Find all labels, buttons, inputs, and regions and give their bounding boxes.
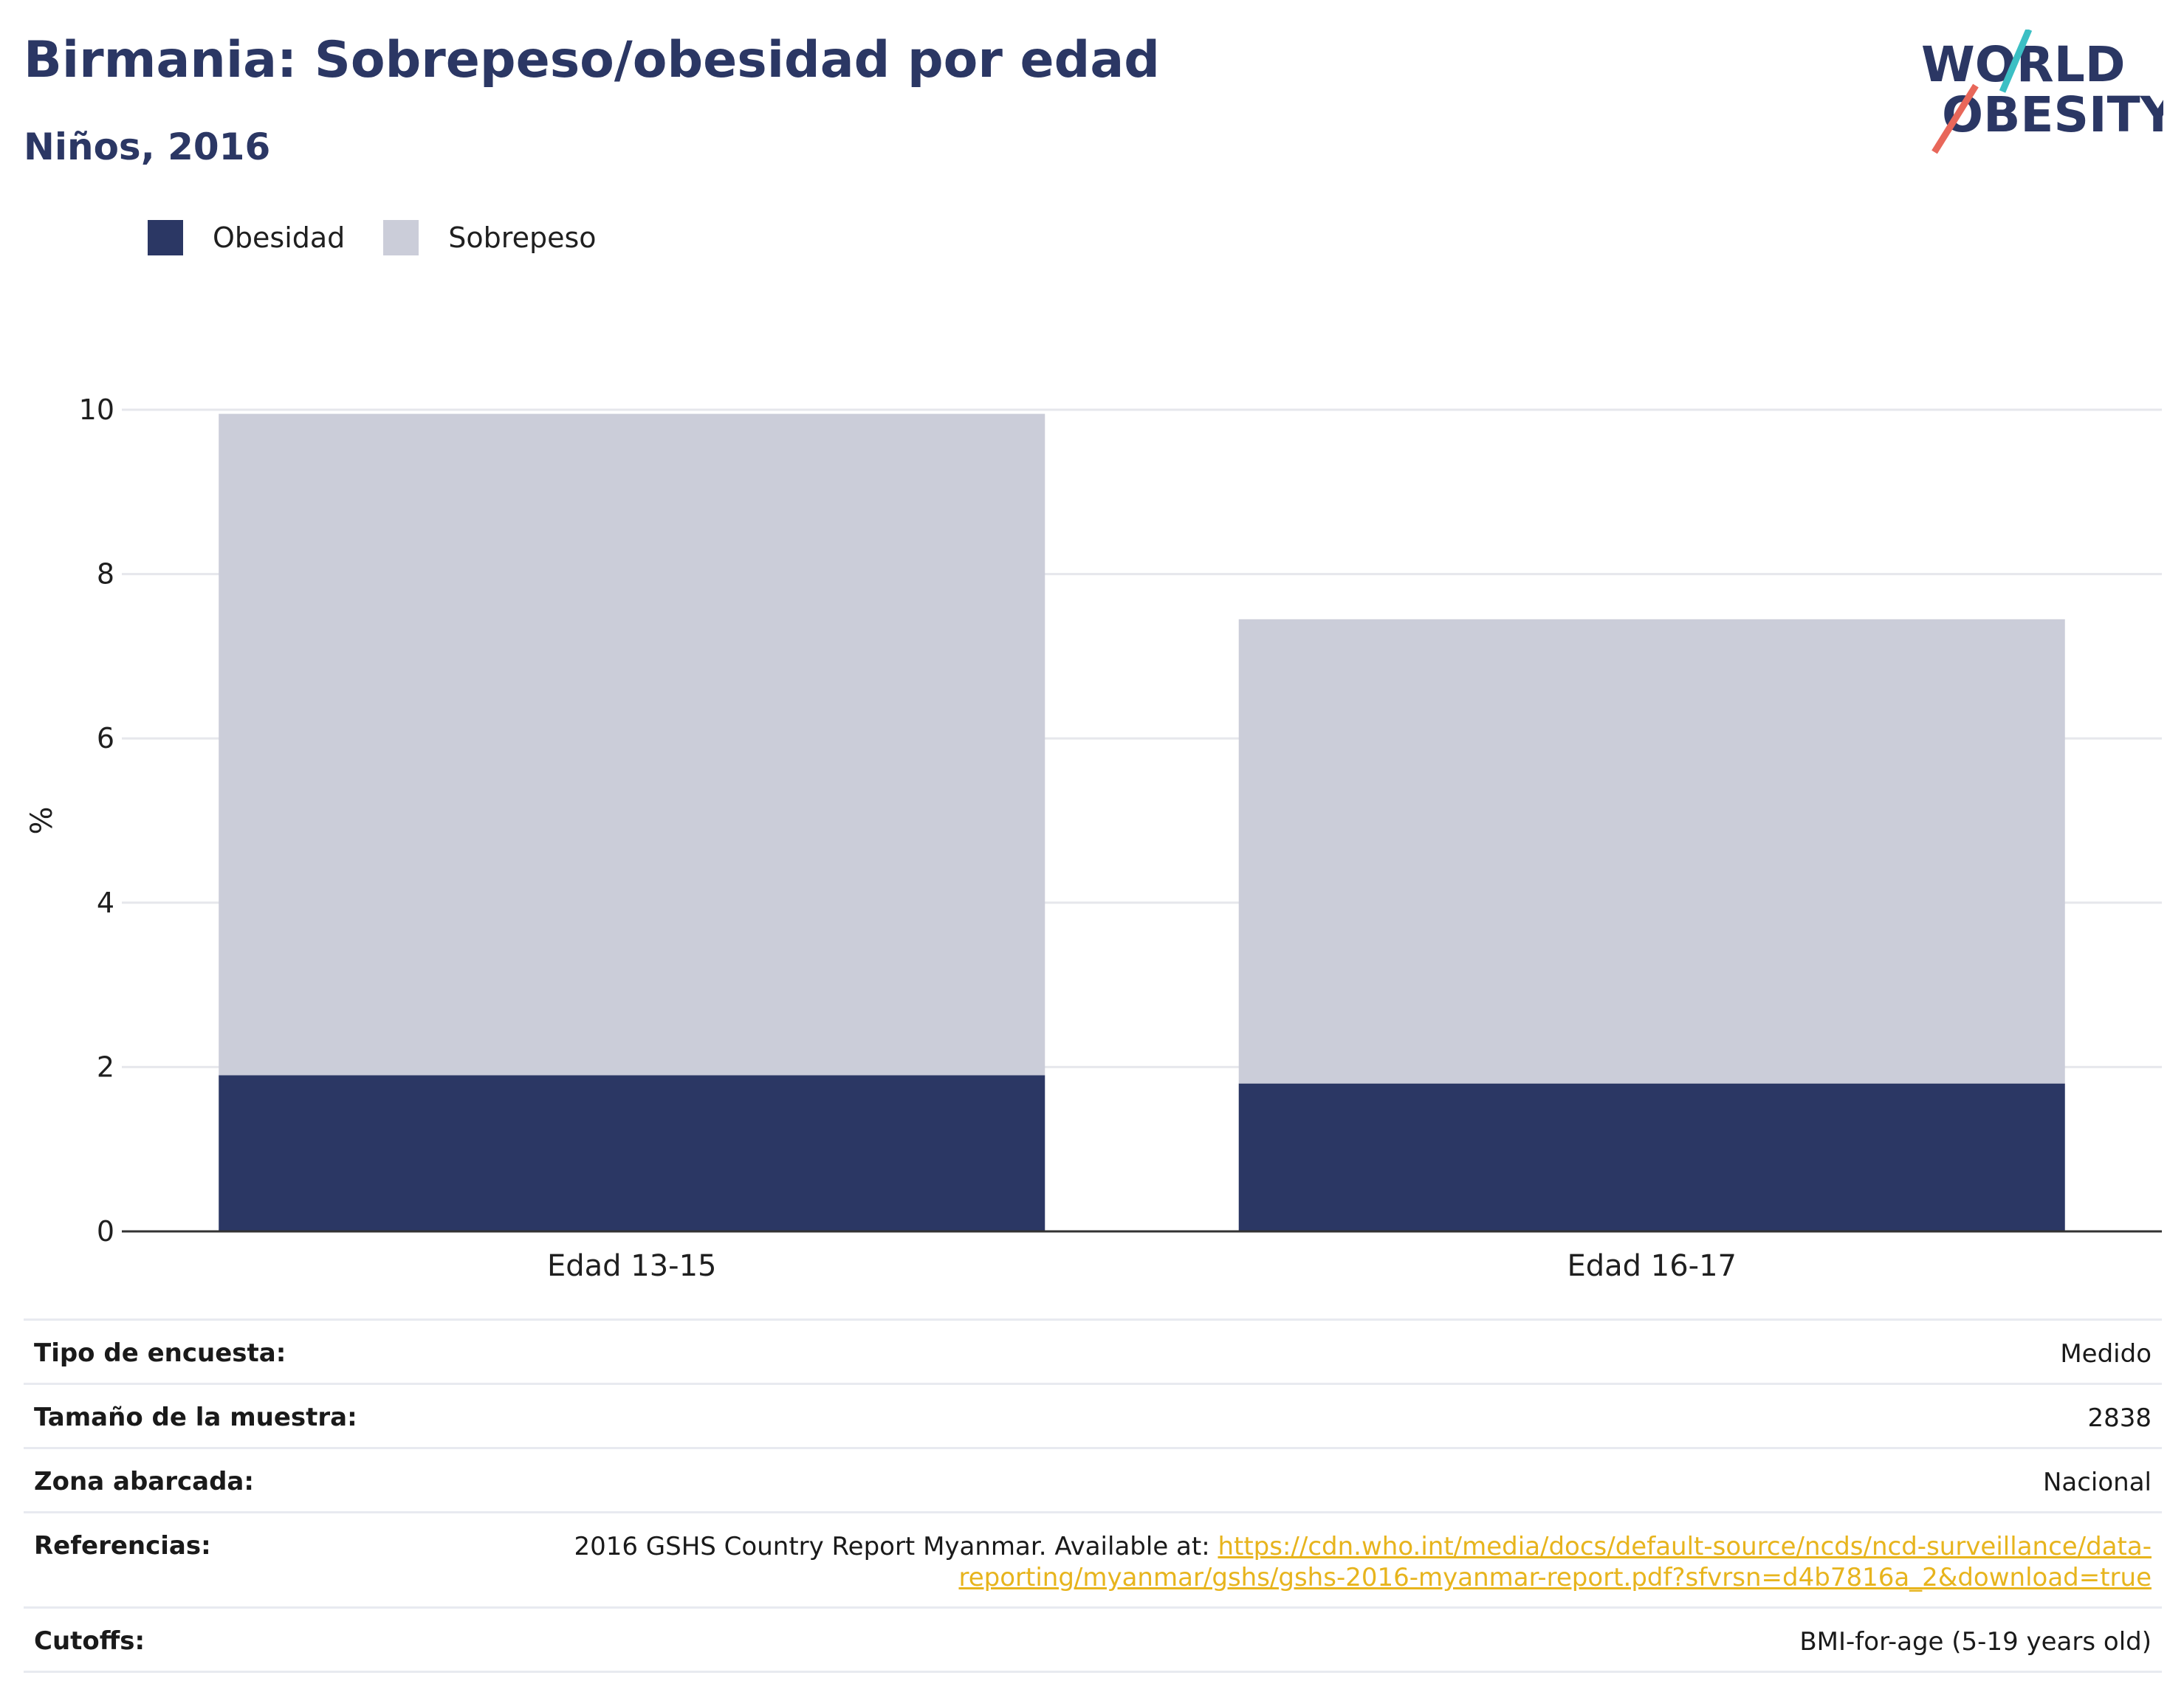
y-tick-label: 4 bbox=[97, 887, 114, 919]
y-tick-label: 10 bbox=[79, 393, 114, 426]
legend-swatch-obesidad bbox=[148, 220, 183, 255]
legend-item-obesidad[interactable]: Obesidad bbox=[148, 220, 345, 255]
cutoffs-label: Cutoffs: bbox=[34, 1626, 145, 1656]
info-row-references: Referencias: 2016 GSHS Country Report My… bbox=[24, 1513, 2162, 1609]
x-tick-label: Edad 13-15 bbox=[547, 1249, 717, 1283]
survey-type-value: Medido bbox=[2060, 1339, 2152, 1369]
chart-title: Birmania: Sobrepeso/obesidad por edad bbox=[24, 31, 1160, 89]
info-row-survey-type: Tipo de encuesta: Medido bbox=[24, 1321, 2162, 1385]
info-row-area: Zona abarcada: Nacional bbox=[24, 1449, 2162, 1513]
logo-coral-stroke bbox=[1931, 83, 1979, 154]
legend-swatch-sobrepeso bbox=[383, 220, 419, 255]
bar-obesidad-1 bbox=[219, 1075, 1045, 1231]
stacked-bar-chart: 0 2 4 6 8 10% Edad 13-15 Edad 16-17 bbox=[25, 393, 2162, 1283]
chart-subtitle: Niños, 2016 bbox=[24, 126, 271, 168]
y-tick-label: 0 bbox=[97, 1215, 114, 1248]
references-text: 2016 GSHS Country Report Myanmar. Availa… bbox=[574, 1532, 1218, 1561]
x-tick-label: Edad 16-17 bbox=[1567, 1249, 1737, 1283]
chart-legend: Obesidad Sobrepeso bbox=[148, 219, 635, 257]
survey-info-table: Tipo de encuesta: Medido Tamaño de la mu… bbox=[24, 1318, 2162, 1673]
area-value: Nacional bbox=[2042, 1468, 2152, 1497]
bar-sobrepeso-1 bbox=[219, 413, 1045, 1076]
cutoffs-value: BMI-for-age (5-19 years old) bbox=[1799, 1627, 2152, 1657]
sample-size-label: Tamaño de la muestra: bbox=[34, 1403, 357, 1432]
references-label: Referencias: bbox=[34, 1531, 211, 1561]
info-row-sample-size: Tamaño de la muestra: 2838 bbox=[24, 1385, 2162, 1449]
legend-label-sobrepeso: Sobrepeso bbox=[448, 221, 597, 254]
bar-sobrepeso-2 bbox=[1238, 619, 2065, 1084]
area-label: Zona abarcada: bbox=[34, 1467, 254, 1496]
references-value: 2016 GSHS Country Report Myanmar. Availa… bbox=[453, 1531, 2152, 1593]
bar-obesidad-2 bbox=[1238, 1083, 2065, 1231]
y-tick-label: 8 bbox=[97, 558, 114, 591]
world-obesity-logo: WORLD OBESITY bbox=[1921, 30, 2163, 154]
legend-label-obesidad: Obesidad bbox=[213, 221, 346, 254]
y-axis-title: % bbox=[25, 806, 59, 834]
legend-item-sobrepeso[interactable]: Sobrepeso bbox=[383, 220, 597, 255]
y-tick-label: 6 bbox=[97, 722, 114, 754]
reference-link[interactable]: https://cdn.who.int/media/docs/default-s… bbox=[958, 1532, 2152, 1592]
logo-line2: OBESITY bbox=[1942, 86, 2163, 143]
logo-teal-stroke bbox=[1999, 30, 2033, 93]
survey-type-label: Tipo de encuesta: bbox=[34, 1338, 286, 1368]
info-row-cutoffs: Cutoffs: BMI-for-age (5-19 years old) bbox=[24, 1609, 2162, 1673]
sample-size-value: 2838 bbox=[2087, 1403, 2152, 1433]
y-tick-label: 2 bbox=[97, 1051, 114, 1083]
